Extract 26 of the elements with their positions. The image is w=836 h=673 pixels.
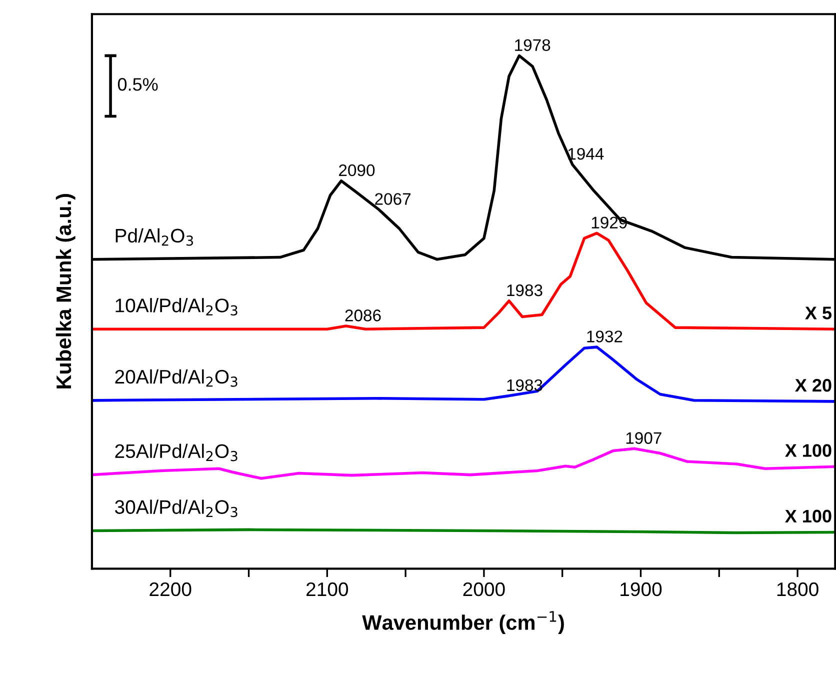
annotation: 0.5% bbox=[118, 78, 158, 91]
x-tick-label: 1800 bbox=[777, 582, 818, 596]
annotation: 1932 bbox=[587, 330, 622, 342]
annotation: X 20 bbox=[795, 378, 832, 392]
x-tick-label: 2000 bbox=[463, 582, 505, 596]
x-tick-label: 2100 bbox=[306, 582, 348, 596]
series-label: 20Al/Pd/Al$_{2}$O$_{3}$ bbox=[115, 369, 238, 387]
annotation: 1944 bbox=[568, 148, 604, 160]
x-tick-label: 1900 bbox=[620, 582, 662, 596]
annotation: 1983 bbox=[507, 379, 542, 392]
annotation: 2090 bbox=[339, 164, 375, 176]
annotation: 2067 bbox=[375, 193, 410, 205]
series-label: 10Al/Pd/Al$_{2}$O$_{3}$ bbox=[116, 298, 238, 316]
x-tick-label: 2200 bbox=[150, 582, 192, 596]
series-label: Pd/Al$_{2}$O$_{3}$ bbox=[116, 228, 193, 246]
series-label: 30Al/Pd/Al$_{2}$O$_{3}$ bbox=[114, 500, 238, 518]
annotation: 1978 bbox=[515, 39, 550, 52]
annotation: 1983 bbox=[507, 284, 542, 296]
annotation: X 100 bbox=[785, 444, 832, 457]
series-label: 25Al/Pd/Al$_{2}$O$_{3}$ bbox=[115, 444, 238, 462]
annotation: 2086 bbox=[345, 310, 381, 322]
annotation: X 100 bbox=[785, 510, 832, 523]
annotation: X 5 bbox=[805, 306, 832, 320]
x-axis-title: Wavenumber (cm$^{−1}$) bbox=[362, 611, 564, 634]
y-axis-title: Kubelka Munk (a.u.) bbox=[56, 194, 76, 388]
annotation: 1907 bbox=[626, 432, 662, 444]
